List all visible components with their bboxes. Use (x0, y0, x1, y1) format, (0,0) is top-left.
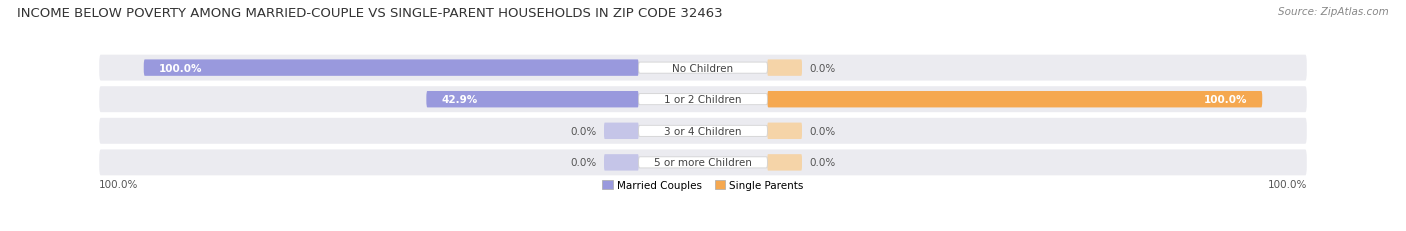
Text: 0.0%: 0.0% (810, 158, 835, 168)
FancyBboxPatch shape (605, 123, 638, 139)
Legend: Married Couples, Single Parents: Married Couples, Single Parents (603, 180, 803, 190)
Text: 0.0%: 0.0% (810, 126, 835, 136)
Text: 100.0%: 100.0% (1267, 179, 1306, 189)
Text: 3 or 4 Children: 3 or 4 Children (664, 126, 742, 136)
FancyBboxPatch shape (768, 155, 801, 171)
FancyBboxPatch shape (638, 94, 768, 105)
Text: Source: ZipAtlas.com: Source: ZipAtlas.com (1278, 7, 1389, 17)
FancyBboxPatch shape (768, 123, 801, 139)
Text: 0.0%: 0.0% (571, 158, 596, 168)
Text: 5 or more Children: 5 or more Children (654, 158, 752, 168)
Text: 100.0%: 100.0% (159, 63, 202, 73)
Text: No Children: No Children (672, 63, 734, 73)
FancyBboxPatch shape (426, 92, 638, 108)
FancyBboxPatch shape (768, 60, 801, 76)
FancyBboxPatch shape (638, 63, 768, 74)
FancyBboxPatch shape (100, 118, 1306, 144)
FancyBboxPatch shape (100, 55, 1306, 81)
FancyBboxPatch shape (638, 157, 768, 168)
Text: 1 or 2 Children: 1 or 2 Children (664, 95, 742, 105)
Text: 0.0%: 0.0% (571, 126, 596, 136)
FancyBboxPatch shape (100, 150, 1306, 176)
Text: INCOME BELOW POVERTY AMONG MARRIED-COUPLE VS SINGLE-PARENT HOUSEHOLDS IN ZIP COD: INCOME BELOW POVERTY AMONG MARRIED-COUPL… (17, 7, 723, 20)
FancyBboxPatch shape (638, 126, 768, 137)
Text: 100.0%: 100.0% (100, 179, 139, 189)
Text: 100.0%: 100.0% (1204, 95, 1247, 105)
FancyBboxPatch shape (143, 60, 638, 76)
Text: 0.0%: 0.0% (810, 63, 835, 73)
FancyBboxPatch shape (605, 155, 638, 171)
Text: 42.9%: 42.9% (441, 95, 478, 105)
FancyBboxPatch shape (100, 87, 1306, 113)
FancyBboxPatch shape (768, 92, 1263, 108)
